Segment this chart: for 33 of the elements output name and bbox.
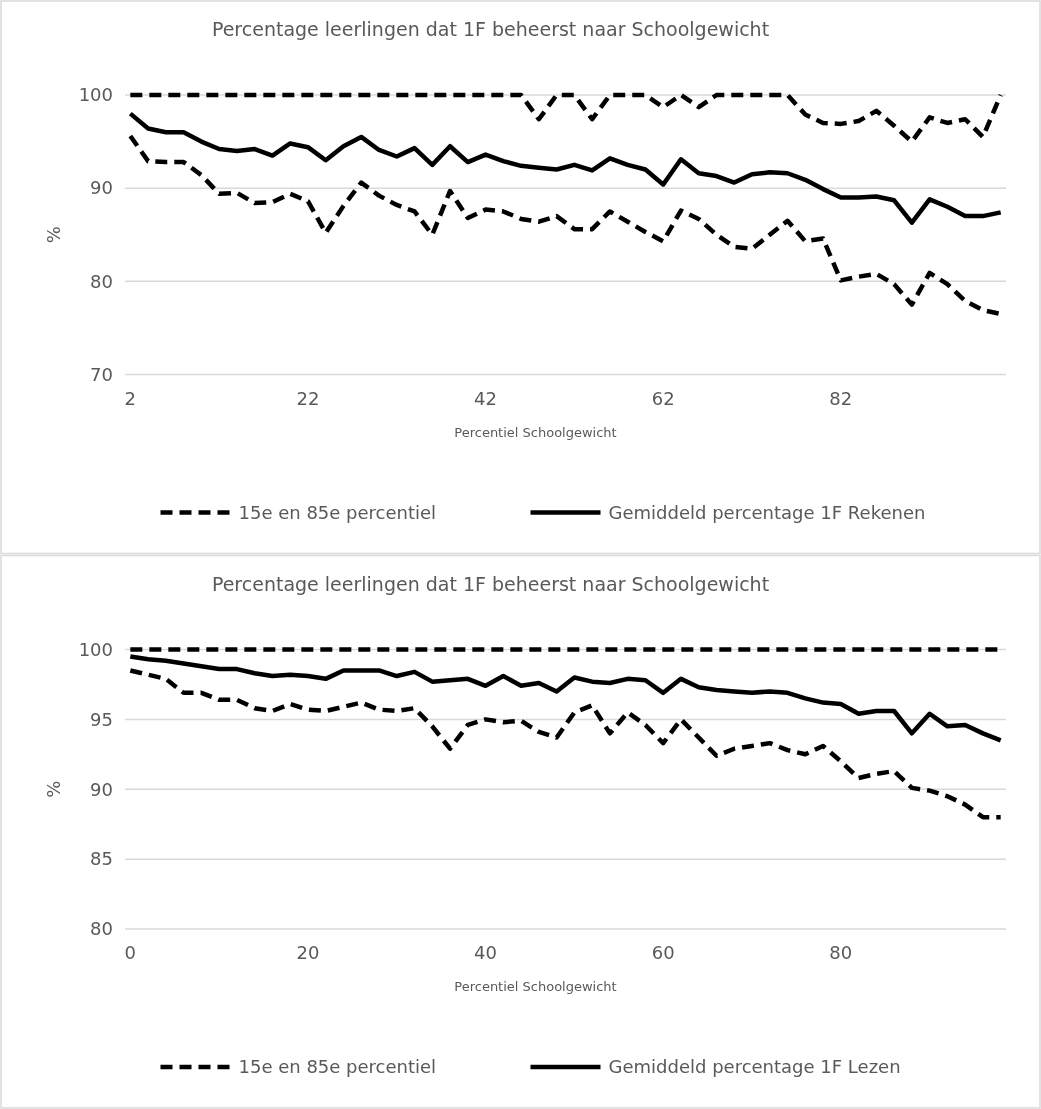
x-tick-label: 22 <box>296 387 320 409</box>
y-tick-label: 90 <box>90 778 113 800</box>
x-tick-label: 82 <box>829 387 853 409</box>
x-axis-title: Percentiel Schoolgewicht <box>454 979 617 994</box>
x-tick-label: 62 <box>651 387 675 409</box>
x-tick-label: 40 <box>474 942 498 963</box>
x-tick-label: 42 <box>474 387 498 409</box>
line-series <box>128 668 1003 820</box>
chart-title: Percentage leerlingen dat 1F beheerst naar Schoolgewicht <box>211 18 770 40</box>
y-axis-title: % <box>43 226 64 244</box>
x-tick-label: 80 <box>829 942 853 963</box>
x-tick-label: 2 <box>124 387 137 409</box>
legend-label: 15e en 85e percentiel <box>238 1056 437 1078</box>
line-series <box>128 92 1003 144</box>
y-tick-label: 90 <box>90 177 113 199</box>
y-tick-label: 100 <box>78 84 113 106</box>
chart-title: Percentage leerlingen dat 1F beheerst naar Schoolgewicht <box>211 572 770 595</box>
legend-label: Gemiddeld percentage 1F Rekenen <box>608 501 926 523</box>
y-tick-label: 80 <box>90 918 113 940</box>
x-axis-title: Percentiel Schoolgewicht <box>454 424 617 440</box>
line-series <box>128 654 1003 743</box>
y-tick-label: 70 <box>90 363 113 385</box>
y-axis-title: % <box>43 780 64 798</box>
x-tick-label: 60 <box>651 942 675 963</box>
x-tick-label: 20 <box>296 942 320 963</box>
y-tick-label: 80 <box>90 270 113 292</box>
y-tick-label: 95 <box>90 708 113 730</box>
y-tick-label: 85 <box>90 848 113 870</box>
line-series <box>128 111 1003 225</box>
legend-label: 15e en 85e percentiel <box>238 501 437 523</box>
y-tick-label: 100 <box>78 638 113 660</box>
x-tick-label: 0 <box>124 942 137 963</box>
legend-label: Gemiddeld percentage 1F Lezen <box>608 1056 901 1078</box>
